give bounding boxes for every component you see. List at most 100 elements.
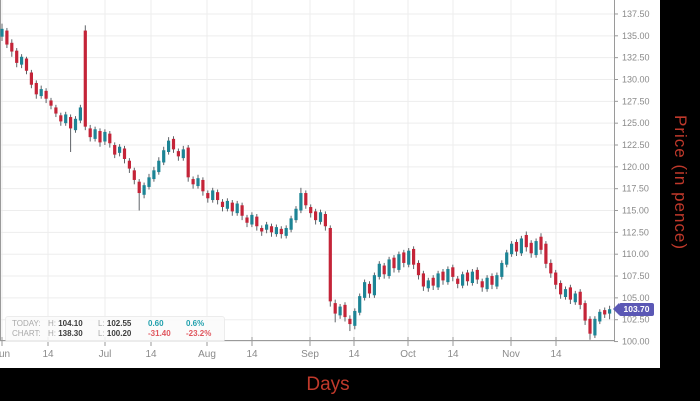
x-tick-label: 14 <box>42 349 54 360</box>
candle-body <box>480 281 484 288</box>
candle-body <box>559 283 563 295</box>
candle-body <box>108 133 112 144</box>
candle-body <box>176 151 180 157</box>
candle-body <box>294 208 298 221</box>
y-tick-label: 125.00 <box>622 118 650 128</box>
x-tick-label: Sep <box>301 349 319 360</box>
candle-body <box>54 107 58 114</box>
candle-body <box>510 243 514 255</box>
legend-row: CHART: H: 138.30 L: 100.20 -31.40 -23.2% <box>12 329 218 339</box>
candle-body <box>201 179 205 192</box>
candle-body <box>274 227 278 235</box>
x-tick-label: 14 <box>145 349 157 360</box>
x-axis-title-strip: Days <box>0 368 700 401</box>
y-tick-label: 132.50 <box>622 53 650 63</box>
candle-body <box>122 148 127 159</box>
candle-body <box>323 214 327 227</box>
x-tick-label: Aug <box>198 349 216 360</box>
candle-body <box>167 140 171 152</box>
candle-body <box>431 277 435 286</box>
candle-body <box>245 217 249 223</box>
x-tick-label: 14 <box>447 349 459 360</box>
y-tick-label: 105.00 <box>622 293 650 303</box>
candle-body <box>59 115 63 122</box>
candle-body <box>289 218 293 230</box>
candle-body <box>593 318 597 336</box>
candle-body <box>88 128 92 138</box>
candle-body <box>500 262 504 277</box>
candle-body <box>24 58 29 71</box>
candle-body <box>98 131 102 143</box>
candle-body <box>118 146 122 153</box>
y-tick-label: 100.00 <box>622 337 650 347</box>
candle-body <box>539 236 543 250</box>
candle-body <box>441 271 445 281</box>
candle-body <box>426 280 430 289</box>
candle-body <box>407 250 411 265</box>
x-tick-label: 14 <box>348 349 360 360</box>
legend-series-label: CHART: <box>12 329 41 338</box>
candle-body <box>519 238 523 254</box>
legend-high-value: H: 138.30 <box>48 329 83 338</box>
candle-body <box>343 304 347 318</box>
candle-body <box>5 30 9 45</box>
candle-body <box>412 248 416 265</box>
legend-series-label: TODAY: <box>12 319 41 328</box>
candle-body <box>171 138 176 150</box>
candle-body <box>534 241 538 256</box>
candle-body <box>461 274 465 286</box>
candle-body <box>603 310 607 315</box>
candle-body <box>127 160 131 169</box>
candle-body <box>314 211 318 221</box>
candle-body <box>235 203 239 214</box>
y-tick-label: 102.50 <box>622 315 650 325</box>
candle-body <box>73 118 78 131</box>
y-tick-label: 137.50 <box>622 9 650 19</box>
candle-body <box>157 160 161 173</box>
candle-body <box>78 107 82 121</box>
y-tick-label: 130.00 <box>622 74 650 84</box>
y-tick-label: 122.50 <box>622 140 650 150</box>
candle-body <box>83 30 87 127</box>
candle-body <box>220 201 225 208</box>
candle-body <box>485 277 489 290</box>
candle-body <box>505 252 509 265</box>
legend-change-percent: 0.6% <box>186 319 205 328</box>
y-tick-label: 107.50 <box>622 271 650 281</box>
candle-body <box>563 289 568 297</box>
candle-body <box>348 318 352 325</box>
candle-body <box>0 28 4 37</box>
legend-change-percent: -23.2% <box>186 329 212 338</box>
candle-body <box>544 243 548 264</box>
y-tick-label: 110.00 <box>622 249 649 259</box>
candle-body <box>152 170 156 180</box>
candle-body <box>367 283 372 294</box>
candle-body <box>524 234 528 248</box>
candle-body <box>162 150 166 163</box>
candle-body <box>309 207 313 214</box>
x-tick-label: Jul <box>99 349 112 360</box>
candle-body <box>318 212 323 222</box>
candle-body <box>69 117 73 129</box>
candle-body <box>338 306 342 316</box>
candle-body <box>387 259 391 277</box>
legend-low-value: L: 100.20 <box>98 329 132 338</box>
candle-body <box>191 179 195 185</box>
candle-body <box>608 309 612 314</box>
candle-body <box>279 228 283 235</box>
candle-body <box>132 170 136 180</box>
candle-body <box>554 272 558 285</box>
candlestick-chart: 137.50 135.00 132.50 130.00 127.50 125.00 122.… <box>0 0 650 360</box>
plot-area[interactable]: 137.50 135.00 132.50 130.00 127.50 125.00 122.… <box>0 0 660 368</box>
x-tick-label: 14 <box>550 349 562 360</box>
candle-body <box>181 149 185 159</box>
candle-body <box>416 262 421 276</box>
x-tick-label: Nov <box>502 349 520 360</box>
candle-body <box>304 193 308 206</box>
candle-body <box>186 147 190 178</box>
x-axis-title: Days <box>306 373 350 395</box>
candle-body <box>29 72 33 85</box>
candle-body <box>456 278 460 284</box>
legend-change-value: -31.40 <box>148 329 171 338</box>
candle-body <box>436 273 440 288</box>
